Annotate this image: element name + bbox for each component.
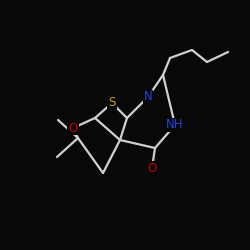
- Text: NH: NH: [166, 118, 184, 132]
- Text: N: N: [144, 90, 152, 104]
- Text: S: S: [108, 96, 116, 110]
- Text: O: O: [68, 122, 78, 134]
- Text: O: O: [148, 162, 156, 174]
